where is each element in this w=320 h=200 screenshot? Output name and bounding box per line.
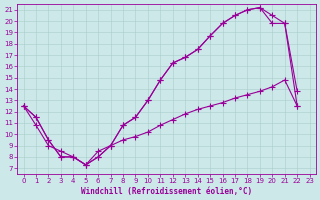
- X-axis label: Windchill (Refroidissement éolien,°C): Windchill (Refroidissement éolien,°C): [81, 187, 252, 196]
